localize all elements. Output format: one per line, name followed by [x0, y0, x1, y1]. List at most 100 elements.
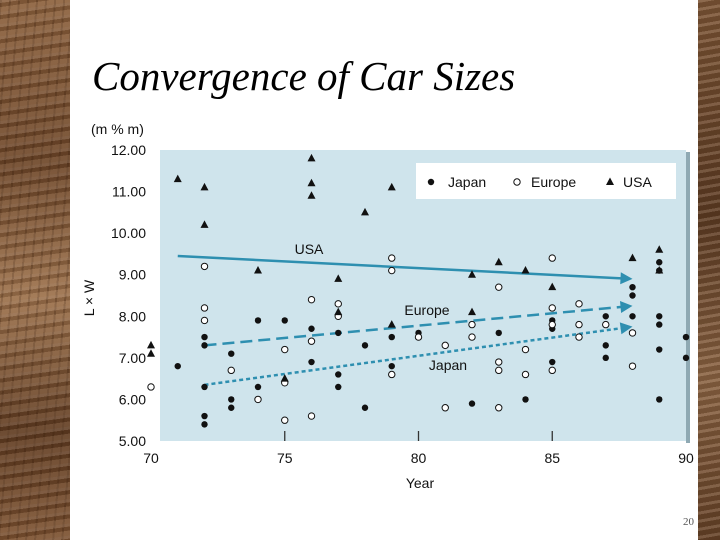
japan-point: [308, 358, 315, 366]
europe-point: [628, 362, 637, 370]
europe-point: [388, 266, 396, 275]
data-points: [147, 153, 690, 428]
trend-arrowhead-europe: [619, 301, 633, 313]
japan-point: [174, 362, 181, 370]
usa-point: [334, 307, 343, 316]
europe-point: [441, 341, 449, 350]
japan-point: [308, 325, 315, 332]
japan-point: [201, 412, 208, 420]
japan-point: [656, 259, 663, 266]
legend: Japan Europe USA: [416, 163, 676, 199]
usa-point: [307, 178, 316, 187]
japan-point: [361, 342, 369, 349]
x-tick-label: 70: [143, 450, 159, 466]
usa-point: [468, 270, 476, 278]
trend-arrowhead-usa: [620, 272, 633, 285]
marble-border-right: [698, 0, 720, 540]
japan-point: [228, 350, 235, 357]
trend-line-japan: [204, 326, 625, 387]
europe-point: [575, 300, 583, 308]
europe-point: [548, 366, 556, 375]
x-axis-label: Year: [406, 475, 435, 491]
y-tick-label: 6.00: [119, 391, 146, 407]
japan-point: [629, 313, 636, 320]
japan-point: [335, 383, 342, 391]
europe-point: [468, 320, 476, 329]
japan-point: [682, 354, 690, 362]
europe-point: [441, 404, 449, 412]
japan-point: [388, 333, 395, 341]
japan-point: [656, 321, 663, 328]
japan-point: [549, 358, 556, 366]
usa-point: [548, 282, 557, 291]
x-tick-label: 90: [678, 450, 694, 466]
japan-point: [254, 317, 262, 324]
europe-point: [575, 320, 583, 329]
europe-point: [495, 358, 503, 366]
japan-point: [602, 342, 609, 349]
trend-label-japan: Japan: [429, 357, 467, 373]
japan-point: [522, 396, 529, 403]
europe-point: [227, 366, 235, 375]
japan-point: [201, 342, 208, 349]
usa-point: [147, 340, 155, 349]
europe-point: [254, 395, 262, 404]
europe-point: [281, 416, 289, 424]
legend-marker-europe: [513, 178, 521, 186]
usa-point: [200, 220, 209, 228]
usa-point: [361, 207, 369, 216]
usa-point: [655, 266, 664, 274]
europe-point: [548, 254, 556, 262]
japan-point: [656, 313, 663, 320]
europe-point: [281, 345, 289, 354]
trend-arrowhead-japan: [619, 322, 633, 335]
usa-point: [147, 349, 155, 357]
trend-line-usa: [177, 254, 625, 280]
usa-point: [628, 253, 637, 262]
trend-label-usa: USA: [295, 241, 324, 257]
usa-point: [334, 274, 343, 282]
japan-point: [201, 333, 208, 341]
japan-point: [495, 329, 502, 337]
europe-point: [602, 320, 610, 329]
japan-point: [201, 383, 208, 391]
legend-marker-usa: [606, 177, 614, 185]
japan-point: [335, 329, 342, 337]
japan-point: [682, 333, 690, 341]
legend-label-usa: USA: [623, 174, 652, 190]
y-axis-ticks: 5.00 6.00 7.00 8.00 9.00 10.00 11.00 12.00: [111, 142, 146, 449]
y-tick-label: 8.00: [119, 308, 146, 324]
usa-point: [173, 174, 182, 183]
x-tick-label: 75: [277, 450, 293, 466]
plot-shadow: [686, 152, 690, 443]
x-tick-label: 85: [544, 450, 560, 466]
japan-point: [254, 383, 262, 391]
europe-point: [548, 304, 556, 312]
japan-point: [629, 292, 636, 299]
usa-point: [655, 245, 664, 253]
japan-point: [656, 396, 663, 403]
europe-point: [548, 320, 556, 329]
japan-point: [656, 346, 663, 353]
legend-marker-japan: [427, 178, 435, 186]
japan-point: [468, 400, 476, 407]
europe-point: [307, 412, 316, 420]
europe-point: [307, 295, 316, 304]
japan-point: [602, 354, 609, 362]
japan-point: [361, 404, 369, 411]
japan-point: [629, 283, 636, 291]
y-tick-label: 7.00: [119, 350, 146, 366]
europe-point: [200, 316, 209, 325]
europe-point: [628, 329, 637, 337]
y-tick-label: 12.00: [111, 142, 146, 158]
trend-label-europe: Europe: [404, 302, 449, 318]
europe-point: [495, 283, 503, 291]
trend-lines: USA Europe Japan: [177, 241, 633, 387]
europe-point: [307, 337, 316, 345]
europe-point: [388, 254, 396, 262]
europe-point: [147, 383, 155, 391]
x-tick-label: 80: [411, 450, 427, 466]
y-tick-label: 5.00: [119, 433, 146, 449]
usa-point: [468, 307, 476, 316]
